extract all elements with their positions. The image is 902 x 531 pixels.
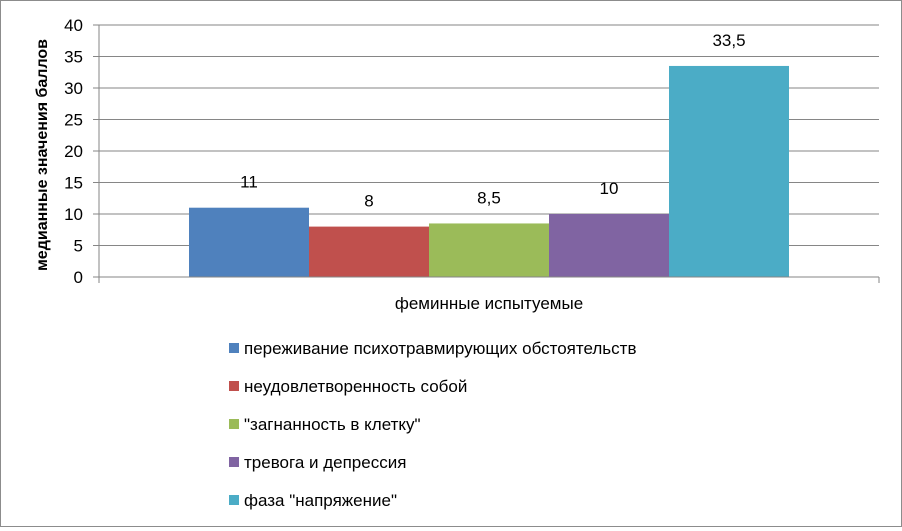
y-tick-label: 15: [64, 174, 83, 193]
y-tick-label: 20: [64, 142, 83, 161]
data-label: 33,5: [712, 31, 745, 50]
data-label: 8,5: [477, 188, 501, 207]
legend-label: "загнанность в клетку": [244, 415, 421, 434]
bars: [189, 65, 789, 277]
legend-label: неудовлетворенность собой: [244, 377, 467, 396]
y-tick-label: 5: [74, 237, 83, 256]
y-tick-label: 40: [64, 16, 83, 35]
data-labels: 11 8 8,5 10 33,5: [240, 31, 745, 211]
legend-swatch: [229, 381, 239, 391]
data-label: 10: [600, 179, 619, 198]
y-axis-ticks: 0 5 10 15 20 25 30 35 40: [64, 16, 880, 287]
legend-swatch: [229, 419, 239, 429]
bar: [309, 226, 429, 277]
legend-swatch: [229, 343, 239, 353]
bar: [549, 214, 669, 277]
data-label: 8: [364, 192, 373, 211]
data-label: 11: [240, 173, 258, 192]
legend-label: переживание психотравмирующих обстоятель…: [244, 339, 636, 358]
y-tick-label: 0: [74, 268, 83, 287]
legend: переживание психотравмирующих обстоятель…: [229, 339, 636, 510]
bar: [189, 207, 309, 277]
bar: [429, 223, 549, 277]
x-category-label: феминные испытуемые: [395, 294, 583, 313]
bar: [669, 65, 789, 277]
y-tick-label: 25: [64, 111, 83, 130]
y-tick-label: 10: [64, 205, 83, 224]
legend-swatch: [229, 495, 239, 505]
y-tick-label: 30: [64, 79, 83, 98]
legend-label: тревога и депрессия: [244, 453, 406, 472]
legend-label: фаза "напряжение": [244, 491, 397, 510]
legend-swatch: [229, 457, 239, 467]
y-tick-label: 35: [64, 48, 83, 67]
y-axis-title: медианные значения баллов: [34, 39, 51, 271]
